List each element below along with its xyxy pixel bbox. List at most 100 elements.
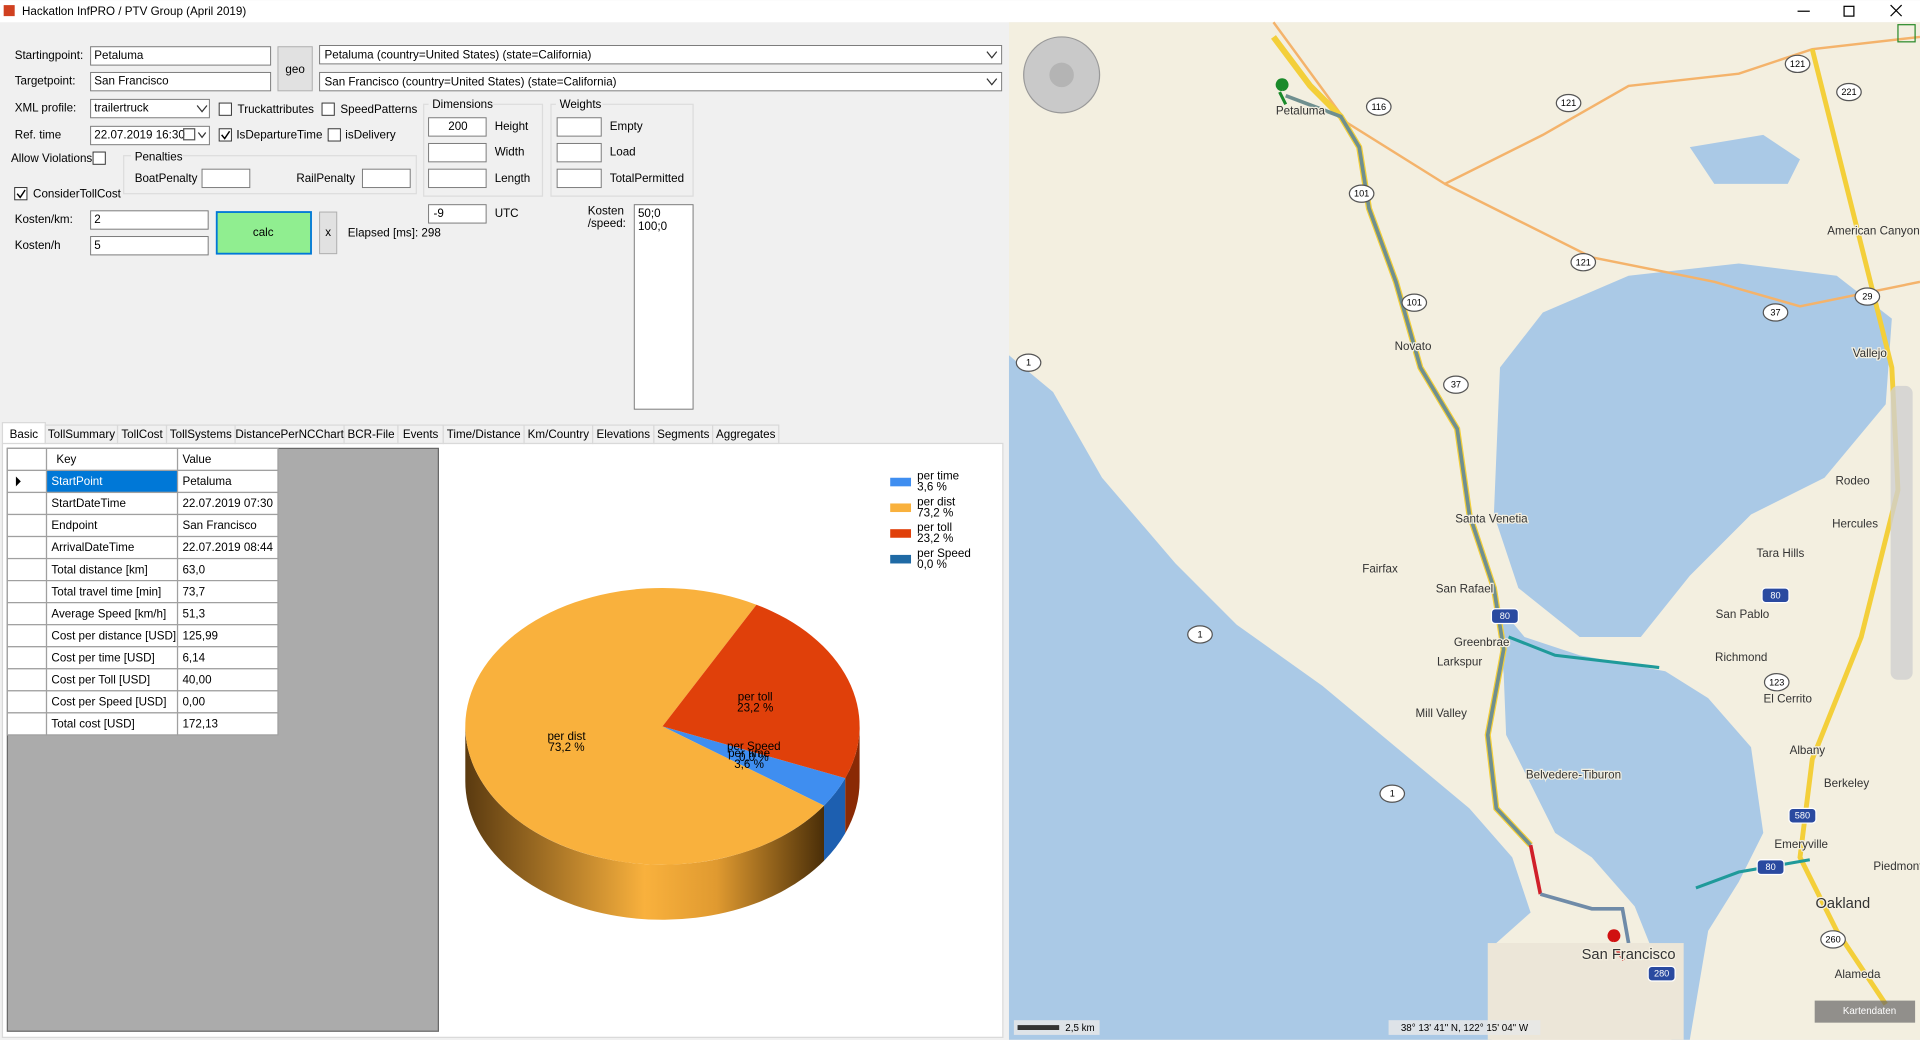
highway bbox=[1797, 48, 1901, 1006]
road-shield bbox=[1756, 859, 1785, 876]
text-area-line: 100;0 bbox=[638, 220, 668, 233]
button-label: x bbox=[325, 226, 331, 239]
tab-label: Time/Distance bbox=[447, 428, 521, 441]
place-label: Richmond bbox=[1715, 651, 1767, 664]
text-input[interactable] bbox=[428, 142, 487, 163]
row-header[interactable] bbox=[6, 602, 48, 626]
checkbox[interactable] bbox=[218, 102, 232, 116]
road-shield bbox=[1443, 375, 1469, 394]
text-input[interactable] bbox=[90, 210, 209, 230]
tab[interactable] bbox=[712, 424, 780, 445]
zoom-slider[interactable] bbox=[1890, 385, 1913, 680]
calc-button[interactable] bbox=[215, 211, 312, 255]
dropdown-arrow[interactable] bbox=[197, 132, 207, 139]
row-header[interactable] bbox=[6, 690, 48, 714]
text-input[interactable] bbox=[361, 168, 411, 189]
bay bbox=[1493, 263, 1892, 637]
row-header[interactable] bbox=[6, 646, 48, 670]
text-input[interactable] bbox=[556, 142, 602, 163]
road-number: 101 bbox=[1354, 189, 1369, 199]
calendar-icon[interactable] bbox=[183, 128, 196, 141]
row-header[interactable] bbox=[6, 557, 48, 582]
road-number: 221 bbox=[1841, 87, 1856, 97]
checkbox[interactable] bbox=[327, 128, 341, 142]
road-number: 116 bbox=[1371, 102, 1386, 112]
place-label: Santa Venetia bbox=[1455, 512, 1528, 525]
group-label-bg bbox=[428, 98, 493, 111]
slice-label: per dist bbox=[547, 730, 586, 743]
road-number: 121 bbox=[1561, 98, 1576, 108]
tab-label: TollSummary bbox=[48, 428, 115, 441]
checkbox[interactable] bbox=[321, 102, 335, 116]
combo-box[interactable] bbox=[319, 45, 1003, 65]
text-input[interactable] bbox=[90, 236, 209, 256]
tab-label: TollSystems bbox=[170, 428, 232, 441]
label: Length bbox=[495, 172, 531, 185]
title-bar bbox=[0, 0, 1920, 23]
road-number: 1 bbox=[1390, 789, 1395, 799]
date-picker[interactable] bbox=[90, 125, 210, 146]
road-number: 80 bbox=[1500, 611, 1510, 621]
maximize-button[interactable] bbox=[1843, 5, 1855, 17]
combo-value: Petaluma (country=United States) (state=… bbox=[324, 48, 591, 61]
road-number: 80 bbox=[1770, 590, 1780, 600]
geo-button[interactable] bbox=[277, 46, 313, 92]
cell-text: Endpoint bbox=[51, 519, 98, 532]
button-label: calc bbox=[253, 226, 274, 239]
text-input[interactable] bbox=[556, 117, 602, 137]
road-number: 80 bbox=[1766, 862, 1776, 872]
label: Startingpoint: bbox=[15, 49, 84, 62]
label: Empty bbox=[610, 120, 643, 133]
pan-center[interactable] bbox=[1049, 62, 1074, 88]
combo-box[interactable] bbox=[90, 98, 210, 119]
tab-label: DistancePerNCChart bbox=[235, 428, 344, 441]
road-shield bbox=[1761, 587, 1790, 604]
text-input[interactable] bbox=[428, 168, 487, 189]
text-area[interactable] bbox=[633, 204, 694, 410]
text-input[interactable] bbox=[90, 46, 272, 66]
label: Targetpoint: bbox=[15, 75, 76, 88]
row-header[interactable] bbox=[6, 469, 48, 494]
text-input[interactable] bbox=[201, 168, 251, 189]
slice-value: 3,6 % bbox=[734, 758, 764, 771]
text-input[interactable] bbox=[428, 204, 487, 224]
text-input[interactable] bbox=[428, 117, 487, 137]
input-value: 2 bbox=[94, 213, 100, 226]
legend-value: 3,6 % bbox=[917, 481, 947, 494]
row-header[interactable] bbox=[6, 712, 48, 736]
text-input[interactable] bbox=[90, 71, 272, 92]
row-header[interactable] bbox=[6, 624, 48, 648]
road-number: 29 bbox=[1862, 292, 1872, 302]
checkbox[interactable] bbox=[218, 128, 232, 142]
dropdown-arrow[interactable] bbox=[196, 105, 208, 113]
place-label: Belvedere-Tiburon bbox=[1526, 768, 1621, 781]
cell-text: 51,3 bbox=[182, 607, 205, 620]
place-label: Larkspur bbox=[1437, 656, 1482, 669]
place-label: Alameda bbox=[1835, 968, 1881, 981]
tab-label: TollCost bbox=[121, 428, 163, 441]
cell[interactable] bbox=[176, 712, 279, 736]
layers-button[interactable] bbox=[1897, 24, 1916, 43]
row-header[interactable] bbox=[6, 535, 48, 560]
dropdown-arrow[interactable] bbox=[986, 51, 998, 59]
checkbox[interactable] bbox=[14, 187, 28, 201]
row-header[interactable] bbox=[6, 668, 48, 692]
road-shield bbox=[1379, 784, 1406, 803]
row-header[interactable] bbox=[6, 513, 48, 538]
checkbox[interactable] bbox=[92, 151, 106, 165]
close-button[interactable] bbox=[1890, 4, 1903, 17]
place-label: Tara Hills bbox=[1757, 547, 1805, 560]
place-label: Vallejo bbox=[1853, 347, 1887, 360]
dropdown-arrow[interactable] bbox=[986, 78, 998, 86]
row-header[interactable] bbox=[6, 491, 48, 516]
app-icon bbox=[3, 5, 15, 17]
clear-button[interactable] bbox=[319, 211, 338, 255]
attribution: Kartendaten bbox=[1843, 1006, 1896, 1017]
road-number: 101 bbox=[1407, 298, 1422, 308]
elapsed-label: Elapsed [ms]: 298 bbox=[348, 227, 441, 240]
button-label: geo bbox=[285, 63, 304, 76]
row-header[interactable] bbox=[6, 580, 48, 604]
combo-box[interactable] bbox=[319, 71, 1003, 92]
group-box bbox=[123, 155, 417, 195]
text-input[interactable] bbox=[556, 168, 602, 189]
